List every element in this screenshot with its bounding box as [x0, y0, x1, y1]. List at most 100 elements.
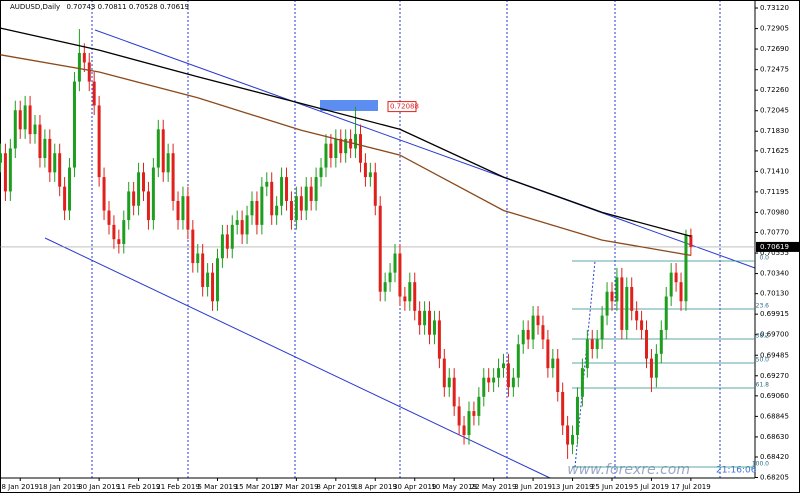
candle-body — [127, 191, 131, 221]
candle-body — [0, 153, 2, 163]
candle-body — [171, 153, 175, 201]
fib-label: 0.0 — [759, 255, 769, 262]
candle-body — [196, 253, 200, 264]
candle-body — [250, 200, 254, 216]
candle-body — [58, 153, 62, 187]
candle-body — [516, 344, 520, 378]
y-tick-label: 0.71410 — [760, 167, 789, 175]
y-tick-label: 0.71830 — [760, 127, 789, 135]
candle-body — [107, 210, 111, 225]
candle-body — [18, 110, 22, 130]
header-open: 0.70743 — [66, 3, 95, 11]
x-tick-label: 30 Jan 2019 — [78, 483, 120, 491]
x-tick-label: 10 May 2019 — [431, 483, 477, 491]
candle-body — [561, 392, 565, 426]
current-price-box — [756, 241, 800, 252]
candle-body — [645, 329, 649, 359]
header-high: 0.70811 — [98, 3, 127, 11]
x-tick-label: 18 Apr 2019 — [354, 483, 397, 491]
candle-body — [146, 191, 150, 221]
header-close: 0.70619 — [160, 3, 189, 11]
candle-body — [275, 205, 279, 216]
candle-body — [176, 200, 180, 221]
y-tick-label: 0.69700 — [760, 331, 789, 339]
candle-body — [289, 200, 293, 221]
y-tick-label: 0.70340 — [760, 270, 789, 278]
candle-body — [329, 143, 333, 158]
candle-body — [314, 177, 318, 201]
candle-body — [97, 105, 101, 178]
x-tick-label: 30 Apr 2019 — [393, 483, 436, 491]
candle-body — [640, 320, 644, 330]
candle-body — [403, 296, 407, 302]
y-tick-label: 0.68205 — [760, 474, 789, 482]
candle-body — [689, 235, 693, 247]
candle-body — [132, 191, 136, 206]
candle-body — [625, 286, 629, 330]
candle-body — [270, 181, 274, 216]
candle-body — [33, 124, 37, 135]
y-tick-label: 0.68845 — [760, 412, 789, 420]
trend-line — [44, 237, 551, 479]
candle-body — [48, 138, 52, 173]
candle-body — [215, 258, 219, 302]
y-tick-label: 0.68420 — [760, 453, 789, 461]
candle-body — [38, 124, 42, 158]
candle-body — [615, 277, 619, 302]
candle-body — [72, 81, 76, 168]
candle-body — [571, 435, 575, 445]
candle-body — [467, 411, 471, 436]
y-tick-label: 0.72690 — [760, 45, 789, 53]
candle-body — [378, 205, 382, 292]
x-tick-label: 3 Jun 2019 — [514, 483, 552, 491]
candle-body — [13, 110, 17, 149]
candle-body — [442, 358, 446, 388]
candle-body — [280, 177, 284, 206]
candle-body — [487, 377, 491, 383]
candle-body — [368, 172, 372, 178]
candle-body — [635, 310, 639, 321]
candle-body — [447, 377, 451, 388]
y-tick-label: 0.69485 — [760, 351, 789, 359]
candle-body — [511, 377, 515, 388]
candle-body — [472, 411, 476, 416]
candle-body — [102, 177, 106, 211]
candle-body — [339, 138, 343, 154]
price-marker-label-box — [387, 101, 417, 113]
y-tick-label: 0.72045 — [760, 107, 789, 115]
candle-body — [580, 368, 584, 397]
candle-body — [428, 310, 432, 335]
candle-body — [245, 215, 249, 235]
candle-body — [408, 282, 412, 302]
candle-body — [541, 325, 545, 340]
candle-body — [590, 339, 594, 350]
candle-body — [299, 196, 303, 211]
candle-body — [536, 315, 540, 326]
candle-body — [620, 277, 624, 330]
candle-body — [92, 81, 96, 106]
candle-body — [457, 406, 461, 426]
candle-body — [674, 272, 678, 283]
x-tick-label: 5 Mar 2019 — [198, 483, 238, 491]
candle-body — [181, 196, 185, 221]
y-tick-label: 0.69270 — [760, 372, 789, 380]
fib-label: 100.0 — [752, 461, 769, 468]
moving-average — [0, 54, 692, 257]
y-tick-label: 0.72475 — [760, 66, 789, 74]
candle-body — [383, 282, 387, 292]
x-tick-label: 21 Feb 2019 — [156, 483, 200, 491]
candle-body — [77, 52, 81, 82]
header: AUDUSD,Daily 0.70743 0.70811 0.70528 0.7… — [10, 3, 189, 11]
candle-body — [117, 239, 121, 244]
x-tick-label: 8 Jan 2019 — [1, 483, 39, 491]
candle-body — [206, 272, 210, 287]
x-tick-label: 25 Jun 2019 — [591, 483, 633, 491]
candle-body — [151, 167, 155, 221]
candle-body — [551, 358, 555, 369]
x-tick-label: 27 Mar 2019 — [274, 483, 318, 491]
y-tick-label: 0.70130 — [760, 290, 789, 298]
candle-body — [575, 396, 579, 436]
candle-body — [319, 167, 323, 178]
candle-body — [23, 105, 27, 130]
